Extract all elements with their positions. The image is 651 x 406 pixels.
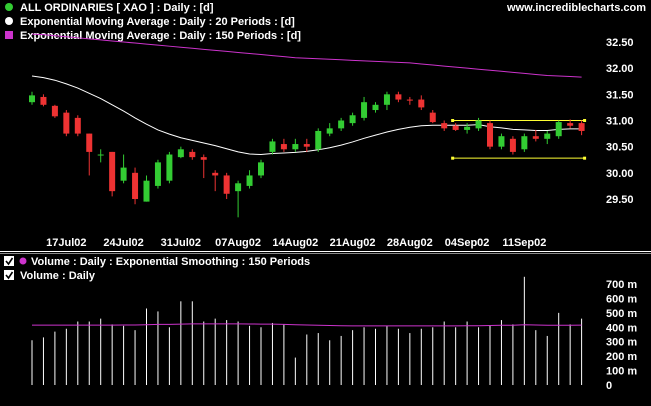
- check-icon[interactable]: [4, 256, 14, 266]
- candle-body: [326, 128, 333, 134]
- candle-body: [200, 157, 207, 160]
- candle-body: [29, 95, 35, 103]
- candle-body: [154, 162, 161, 186]
- date-tick-label: 14Aug02: [272, 237, 318, 249]
- date-tick-label: 28Aug02: [387, 237, 433, 249]
- candle-body: [498, 136, 505, 147]
- volume-tick-label: 100 m: [606, 366, 637, 378]
- volume-legend: Volume : Daily : Exponential Smoothing :…: [4, 256, 310, 282]
- candle-body: [269, 141, 276, 152]
- candle-body: [315, 130, 322, 150]
- candle-body: [109, 151, 116, 192]
- price-tick-label: 32.00: [606, 63, 634, 75]
- candle-body: [406, 99, 413, 101]
- candle-body: [97, 154, 104, 156]
- candle-body: [361, 102, 368, 118]
- candle-body: [395, 94, 402, 100]
- price-tick-label: 30.00: [606, 168, 634, 180]
- volume-tick-label: 0: [606, 380, 612, 392]
- candle-body: [383, 94, 390, 105]
- date-tick-label: 04Sep02: [445, 237, 490, 249]
- candle-body: [292, 144, 299, 150]
- candle-body: [464, 126, 471, 130]
- price-tick-label: 30.50: [606, 142, 634, 154]
- candle-body: [63, 112, 70, 134]
- candle-body: [280, 144, 287, 150]
- volume-panel: 700 m 600 m 500 m 400 m 300 m 200 m 100 m 0: [31, 276, 637, 392]
- price-legend: ALL ORDINARIES [ XAO ] : Daily : [d] Exp…: [5, 2, 301, 42]
- date-tick-label: 07Aug02: [215, 237, 261, 249]
- candle-body: [166, 154, 173, 181]
- price-panel: 32.50 32.00 31.50 31.00 30.50 30.00 29.50 17Jul…: [29, 33, 634, 249]
- date-tick-label: 17Jul02: [46, 237, 86, 249]
- volume-tick-label: 200 m: [606, 351, 637, 363]
- white-circle-icon[interactable]: [5, 17, 13, 25]
- date-tick-label: 24Jul02: [103, 237, 143, 249]
- trendline-handle: [583, 156, 587, 160]
- site-url[interactable]: www.incrediblecharts.com: [506, 2, 646, 14]
- date-tick-label: 11Sep02: [502, 237, 546, 249]
- ema150-line: [31, 33, 582, 78]
- candle-body: [418, 99, 425, 108]
- candle-body: [441, 123, 448, 129]
- legend-ema20: Exponential Moving Average : Daily : 20 …: [20, 16, 295, 28]
- candle-body: [189, 151, 196, 158]
- volume-tick-label: 500 m: [606, 308, 637, 320]
- candle-body: [246, 175, 253, 186]
- candle-body: [532, 136, 539, 139]
- trendline-handle: [583, 119, 587, 122]
- candle-body: [578, 123, 585, 131]
- candle-body: [120, 167, 127, 181]
- volume-tick-label: 700 m: [606, 279, 637, 291]
- legend-xao: ALL ORDINARIES [ XAO ] : Daily : [d]: [20, 2, 214, 14]
- magenta-square-icon[interactable]: [5, 31, 13, 39]
- candle-body: [86, 133, 93, 152]
- candle-body: [372, 104, 379, 111]
- volume-tick-label: 300 m: [606, 337, 637, 349]
- candle-body: [452, 125, 459, 130]
- price-tick-label: 31.00: [606, 116, 634, 128]
- check-icon[interactable]: [4, 270, 14, 280]
- price-tick-label: 32.50: [606, 37, 634, 49]
- trendline-handle: [451, 156, 455, 160]
- candle-body: [349, 115, 356, 124]
- candle-body: [475, 120, 482, 129]
- candle-body: [555, 122, 562, 137]
- candle-body: [429, 112, 436, 123]
- candle-body: [567, 123, 574, 126]
- candle-body: [509, 138, 516, 152]
- candle-body: [544, 133, 551, 139]
- date-tick-label: 21Aug02: [330, 237, 376, 249]
- candle-body: [177, 149, 184, 158]
- legend-volume: Volume : Daily: [20, 270, 96, 282]
- candle-body: [51, 105, 58, 117]
- volume-tick-label: 600 m: [606, 293, 637, 305]
- trendline-handle: [451, 119, 455, 122]
- candle-body: [258, 162, 264, 176]
- candle-body: [40, 96, 47, 105]
- check-mark: [5, 257, 14, 266]
- volume-ema-line: [32, 323, 582, 327]
- candle-body: [487, 123, 493, 147]
- candle-body: [235, 183, 242, 192]
- price-tick-label: 31.50: [606, 89, 634, 101]
- price-tick-label: 29.50: [606, 194, 634, 206]
- candle-body: [74, 117, 81, 134]
- candle-body: [143, 180, 150, 202]
- green-circle-icon[interactable]: [5, 3, 13, 11]
- candle-body: [303, 144, 310, 147]
- legend-volume-ema: Volume : Daily : Exponential Smoothing :…: [31, 256, 310, 268]
- check-mark: [5, 271, 14, 280]
- volume-tick-label: 400 m: [606, 322, 637, 334]
- candle-body: [338, 120, 345, 129]
- candle-body: [223, 175, 230, 194]
- date-tick-label: 31Jul02: [161, 237, 201, 249]
- candle-body: [521, 136, 528, 150]
- candle-body: [132, 172, 139, 199]
- magenta-circle-icon: [19, 257, 27, 265]
- candle-body: [212, 172, 219, 176]
